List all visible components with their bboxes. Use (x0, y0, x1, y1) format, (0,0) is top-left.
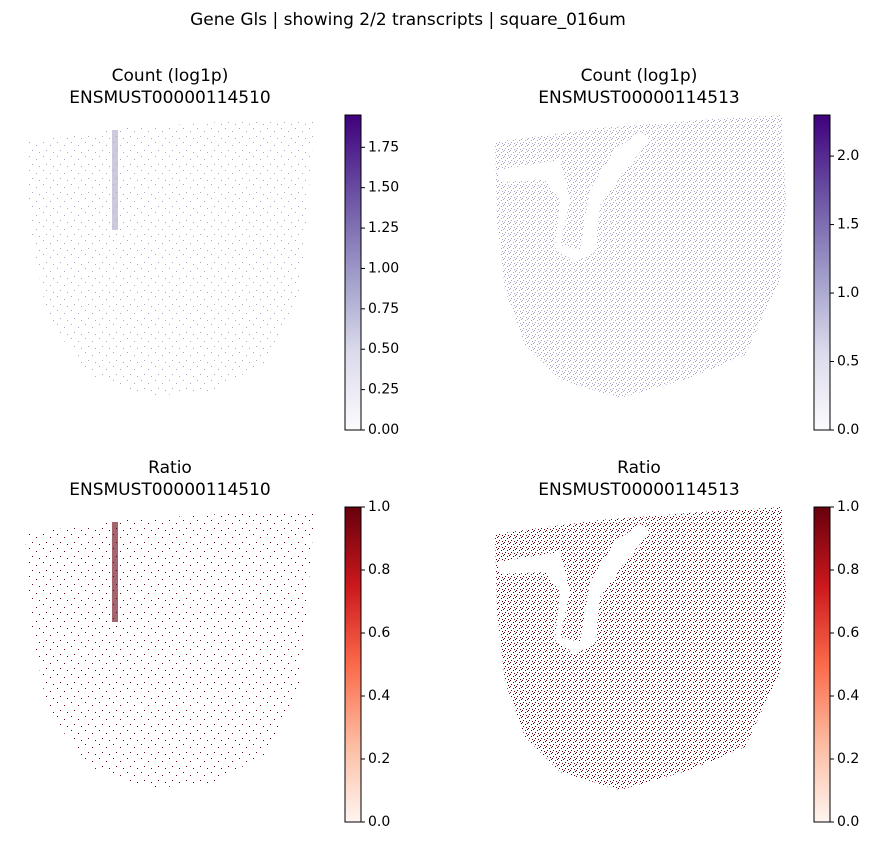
figure-title: Gene Gls | showing 2/2 transcripts | squ… (190, 10, 626, 30)
colorbar-tick-label: 1.5 (837, 217, 859, 233)
colorbar-tick-label: 0.2 (837, 751, 859, 767)
colorbar-tick-label: 0.4 (368, 688, 390, 704)
tissue-spots (495, 115, 786, 398)
colorbar (344, 506, 362, 823)
panel-title: Ratio (617, 458, 661, 478)
colorbar-tick-label: 1.0 (837, 285, 859, 301)
colorbar-tick-label: 1.00 (368, 260, 399, 276)
colorbar-tick-label: 0.5 (837, 354, 859, 370)
colorbar-tick-label: 0.2 (368, 751, 390, 767)
tissue-duct (497, 524, 650, 654)
colorbar (813, 506, 831, 823)
colorbar (344, 114, 362, 431)
panel: Count (log1p)ENSMUST00000114510 0.00 0.25 0… (25, 66, 399, 438)
colorbar-tick-label: 1.0 (368, 499, 390, 515)
tissue-spots (25, 118, 315, 396)
tissue-spots (25, 510, 315, 788)
panel-subtitle: ENSMUST00000114510 (69, 88, 271, 108)
panel-subtitle: ENSMUST00000114513 (538, 480, 740, 500)
colorbar-tick-label: 0.0 (837, 422, 859, 438)
colorbar-tick-label: 0.0 (837, 814, 859, 830)
colorbar-tick-label: 0.25 (368, 382, 399, 398)
colorbar-tick-label: 1.50 (368, 180, 399, 196)
colorbar-tick-label: 0.6 (837, 625, 859, 641)
tissue (495, 507, 786, 790)
panel-title: Count (log1p) (112, 66, 229, 86)
panel-subtitle: ENSMUST00000114513 (538, 88, 740, 108)
panel: Count (log1p)ENSMUST00000114513 0.0 0.5 1.0… (495, 66, 859, 438)
colorbar-tick-label: 0.6 (368, 625, 390, 641)
tissue-duct (497, 132, 650, 262)
tissue (25, 510, 315, 788)
colorbar-tick-label: 0.8 (368, 562, 390, 578)
colorbar-tick-label: 0.00 (368, 422, 399, 438)
tissue-duct (112, 130, 118, 230)
colorbar-tick-label: 1.25 (368, 220, 399, 236)
tissue (25, 118, 315, 396)
panel-title: Count (log1p) (581, 66, 698, 86)
tissue-spots (495, 507, 786, 790)
colorbar-tick-label: 0.75 (368, 301, 399, 317)
colorbar-tick-label: 2.0 (837, 148, 859, 164)
colorbar (813, 114, 831, 431)
colorbar-tick-label: 1.0 (837, 499, 859, 515)
colorbar-tick-label: 0.50 (368, 341, 399, 357)
colorbar-tick-label: 1.75 (368, 139, 399, 155)
tissue (495, 115, 786, 398)
colorbar-tick-label: 0.0 (368, 814, 390, 830)
colorbar-tick-label: 0.8 (837, 562, 859, 578)
colorbar-tick-label: 0.4 (837, 688, 859, 704)
panel-title: Ratio (148, 458, 192, 478)
tissue-duct (112, 522, 118, 622)
panel-subtitle: ENSMUST00000114510 (69, 480, 271, 500)
